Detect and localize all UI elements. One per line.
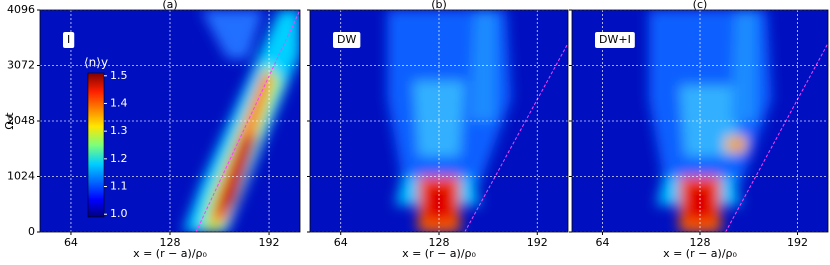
panel: 64 128 192 0 1024 2048 3072 4096 (a) x = (r − a)/… [3, 0, 301, 260]
field-region [730, 140, 741, 148]
x-axis-label: x = (r − a)/ρ₀ [133, 247, 207, 260]
y-axis-label: Ω₀t [3, 112, 16, 130]
x-tick-label: 192 [259, 236, 280, 249]
y-tick-label: 1024 [7, 170, 35, 183]
field-region [730, 10, 757, 121]
front-line [725, 43, 828, 232]
y-tick-label: 0 [28, 225, 35, 238]
x-tick-label: 64 [595, 236, 609, 249]
panel-label: DW [337, 33, 356, 46]
colorbar-tick-label: 1.5 [110, 69, 128, 82]
colorbar [87, 72, 105, 218]
panel-title: (a) [162, 0, 177, 11]
heatmap-field [648, 10, 772, 232]
panel-label: DW+I [599, 33, 631, 46]
colorbar-tick-label: 1.1 [110, 180, 128, 193]
panel-label-box [595, 32, 635, 48]
x-tick-label: 64 [334, 236, 348, 249]
panel-label-box [333, 32, 361, 48]
x-tick-label: 192 [787, 236, 808, 249]
colorbar-label: ⟨n⟩y [84, 56, 108, 70]
x-tick-label: 64 [64, 236, 78, 249]
front-line [464, 43, 568, 232]
panel: 64 128 192 (c) x = (r − a)/ρ₀ DW+I [569, 0, 829, 260]
y-tick-label: 2048 [7, 114, 35, 127]
colorbar-tick-label: 1.3 [110, 124, 128, 137]
colorbar-tick-label: 1.0 [110, 207, 128, 220]
x-axis-label: x = (r − a)/ρ₀ [663, 247, 737, 260]
panel-title: (c) [693, 0, 708, 11]
y-tick-label: 3072 [7, 59, 35, 72]
plot-frame [571, 9, 829, 233]
plot-frame [39, 9, 301, 233]
y-tick-label: 4096 [7, 3, 35, 16]
panel-label-box [63, 32, 75, 48]
x-tick-label: 128 [429, 236, 450, 249]
x-axis-label: x = (r − a)/ρ₀ [402, 247, 476, 260]
panel-label: I [67, 33, 70, 46]
x-tick-label: 128 [690, 236, 711, 249]
panel: 64 128 192 (b) x = (r − a)/ρ₀ DW [307, 0, 569, 260]
plot-frame [309, 9, 569, 233]
x-tick-label: 192 [527, 236, 548, 249]
colorbar-tick-label: 1.4 [110, 96, 128, 109]
field-region [214, 134, 259, 217]
panel-title: (b) [431, 0, 447, 11]
x-tick-label: 128 [160, 236, 181, 249]
field-region [201, 10, 264, 59]
colorbar-tick-label: 1.2 [110, 152, 128, 165]
